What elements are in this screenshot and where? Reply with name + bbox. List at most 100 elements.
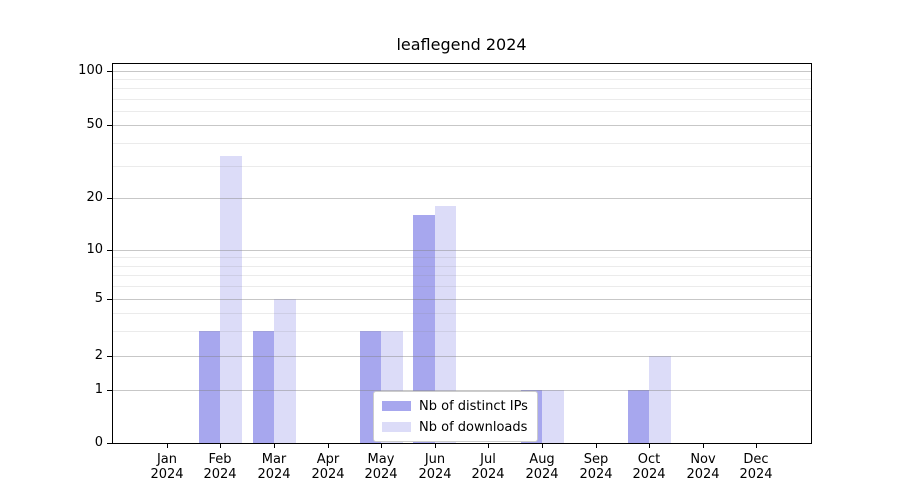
y-tick-mark-0 xyxy=(107,443,112,444)
legend-item-nb-of-distinct-ips: Nb of distinct IPs xyxy=(382,397,528,415)
gridline-minor-40 xyxy=(113,143,811,144)
x-tick-month: Oct xyxy=(637,452,661,467)
x-tick-label-apr: Apr 2024 xyxy=(298,452,358,482)
bar-nb-of-distinct-ips-jun xyxy=(413,214,435,443)
gridline-minor-7 xyxy=(113,275,811,276)
x-tick-label-sep: Sep 2024 xyxy=(566,452,626,482)
gridline-minor-3 xyxy=(113,331,811,332)
x-tick-mark-apr xyxy=(328,444,329,448)
y-tick-mark-100 xyxy=(107,71,112,72)
x-tick-year: 2024 xyxy=(364,467,398,482)
x-tick-mark-jul xyxy=(488,444,489,448)
bar-nb-of-downloads-jun xyxy=(434,205,457,443)
gridline-major-2 xyxy=(113,356,811,357)
x-tick-mark-nov xyxy=(703,444,704,448)
y-tick-label-20: 20 xyxy=(86,190,103,205)
y-tick-mark-20 xyxy=(107,198,112,199)
bar-nb-of-downloads-oct xyxy=(649,356,671,443)
x-tick-month: Jan xyxy=(156,452,178,467)
legend-swatch-nb-of-downloads xyxy=(382,422,411,432)
bar-nb-of-downloads-aug xyxy=(542,390,564,443)
y-tick-label-2: 2 xyxy=(94,348,103,363)
gridline-minor-30 xyxy=(113,166,811,167)
x-tick-mark-jun xyxy=(435,444,436,448)
x-tick-year: 2024 xyxy=(203,467,237,482)
x-tick-label-dec: Dec 2024 xyxy=(726,452,786,482)
gridline-major-50 xyxy=(113,125,811,126)
x-tick-mark-may xyxy=(381,444,382,448)
x-tick-label-jul: Jul 2024 xyxy=(458,452,518,482)
grid-layer xyxy=(113,64,811,443)
y-tick-label-5: 5 xyxy=(94,291,103,306)
x-tick-month: May xyxy=(367,452,395,467)
x-tick-mark-aug xyxy=(542,444,543,448)
bar-nb-of-distinct-ips-oct xyxy=(627,390,650,443)
gridline-minor-8 xyxy=(113,266,811,267)
x-tick-year: 2024 xyxy=(579,467,613,482)
x-tick-year: 2024 xyxy=(632,467,666,482)
gridline-minor-4 xyxy=(113,313,811,314)
x-tick-label-jan: Jan 2024 xyxy=(137,452,197,482)
y-tick-label-0: 0 xyxy=(94,435,103,450)
x-tick-year: 2024 xyxy=(150,467,184,482)
legend-label-nb-of-downloads: Nb of downloads xyxy=(419,419,528,435)
y-tick-label-10: 10 xyxy=(86,242,103,257)
x-tick-month: Sep xyxy=(583,452,609,467)
x-tick-label-nov: Nov 2024 xyxy=(673,452,733,482)
gridline-major-100 xyxy=(113,71,811,72)
gridline-minor-60 xyxy=(113,111,811,112)
legend-swatch-nb-of-distinct-ips xyxy=(382,401,411,411)
x-tick-mark-oct xyxy=(649,444,650,448)
chart-title: leaflegend 2024 xyxy=(396,35,527,54)
x-tick-label-jun: Jun 2024 xyxy=(405,452,465,482)
y-tick-label-1: 1 xyxy=(94,382,103,397)
y-tick-label-100: 100 xyxy=(78,63,103,78)
x-tick-mark-dec xyxy=(756,444,757,448)
y-tick-mark-1 xyxy=(107,390,112,391)
gridline-minor-90 xyxy=(113,79,811,80)
x-tick-month: Mar xyxy=(261,452,287,467)
gridline-minor-6 xyxy=(113,286,811,287)
x-tick-year: 2024 xyxy=(471,467,505,482)
x-tick-month: Jul xyxy=(480,452,496,467)
y-tick-mark-10 xyxy=(107,250,112,251)
x-tick-month: Nov xyxy=(690,452,716,467)
x-tick-label-may: May 2024 xyxy=(351,452,411,482)
x-tick-year: 2024 xyxy=(686,467,720,482)
gridline-major-5 xyxy=(113,299,811,300)
x-tick-year: 2024 xyxy=(525,467,559,482)
x-tick-label-oct: Oct 2024 xyxy=(619,452,679,482)
y-tick-label-50: 50 xyxy=(86,117,103,132)
x-tick-month: Jun xyxy=(424,452,446,467)
x-tick-year: 2024 xyxy=(418,467,452,482)
x-tick-mark-feb xyxy=(220,444,221,448)
gridline-major-1 xyxy=(113,390,811,391)
gridline-minor-9 xyxy=(113,257,811,258)
legend-item-nb-of-downloads: Nb of downloads xyxy=(382,418,528,436)
gridline-minor-80 xyxy=(113,88,811,89)
x-tick-year: 2024 xyxy=(257,467,291,482)
legend: Nb of distinct IPs Nb of downloads xyxy=(373,391,538,442)
gridline-major-10 xyxy=(113,250,811,251)
x-tick-mark-sep xyxy=(596,444,597,448)
x-tick-month: Dec xyxy=(743,452,769,467)
x-tick-label-mar: Mar 2024 xyxy=(244,452,304,482)
bar-nb-of-distinct-ips-feb xyxy=(198,330,221,443)
x-tick-mark-jan xyxy=(167,444,168,448)
gridline-major-20 xyxy=(113,198,811,199)
x-tick-month: Apr xyxy=(316,452,340,467)
y-tick-mark-2 xyxy=(107,356,112,357)
x-tick-month: Aug xyxy=(529,452,555,467)
y-tick-mark-5 xyxy=(107,299,112,300)
x-tick-label-feb: Feb 2024 xyxy=(190,452,250,482)
x-tick-month: Feb xyxy=(208,452,232,467)
bar-nb-of-downloads-mar xyxy=(274,299,296,443)
bar-nb-of-distinct-ips-mar xyxy=(252,330,274,443)
x-tick-year: 2024 xyxy=(739,467,773,482)
x-tick-mark-mar xyxy=(274,444,275,448)
x-tick-label-aug: Aug 2024 xyxy=(512,452,572,482)
y-tick-mark-50 xyxy=(107,125,112,126)
bar-nb-of-downloads-feb xyxy=(220,155,242,443)
legend-label-nb-of-distinct-ips: Nb of distinct IPs xyxy=(419,398,528,414)
